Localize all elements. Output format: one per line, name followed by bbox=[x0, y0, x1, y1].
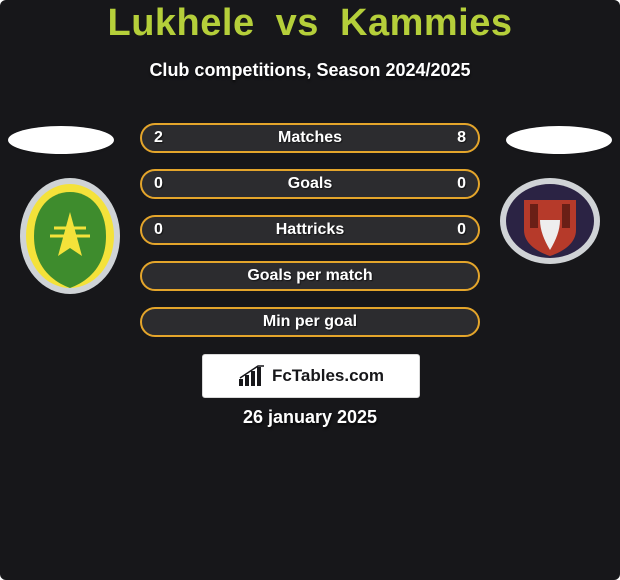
fctables-label: FcTables.com bbox=[272, 366, 384, 386]
stat-row-goals-per-match: Goals per match bbox=[140, 261, 480, 291]
stat-row-matches: 2 Matches 8 bbox=[140, 123, 480, 153]
stat-value-right: 0 bbox=[457, 217, 466, 243]
shield-icon bbox=[20, 178, 120, 294]
card-title: Lukhele vs Kammies bbox=[0, 2, 620, 45]
stat-value-left: 0 bbox=[154, 171, 163, 197]
player1-club-badge bbox=[20, 178, 120, 294]
stat-value-left: 2 bbox=[154, 125, 163, 151]
stat-value-left: 0 bbox=[154, 217, 163, 243]
stat-value-right: 0 bbox=[457, 171, 466, 197]
stat-row-hattricks: 0 Hattricks 0 bbox=[140, 215, 480, 245]
player1-name: Lukhele bbox=[108, 2, 255, 44]
stat-value-right: 8 bbox=[457, 125, 466, 151]
fctables-watermark[interactable]: FcTables.com bbox=[202, 354, 420, 398]
stat-label: Goals bbox=[288, 175, 332, 193]
player2-club-badge bbox=[500, 178, 600, 264]
card-date: 26 january 2025 bbox=[0, 407, 620, 428]
comparison-card: Lukhele vs Kammies Club competitions, Se… bbox=[0, 0, 620, 580]
stat-label: Min per goal bbox=[263, 313, 357, 331]
card-subtitle: Club competitions, Season 2024/2025 bbox=[0, 60, 620, 81]
stat-row-goals: 0 Goals 0 bbox=[140, 169, 480, 199]
bars-icon bbox=[238, 365, 266, 387]
stat-label: Hattricks bbox=[276, 221, 344, 239]
player2-photo bbox=[506, 126, 612, 154]
player2-name: Kammies bbox=[340, 2, 512, 44]
player1-photo bbox=[8, 126, 114, 154]
vs-label: vs bbox=[276, 2, 319, 44]
shield-icon bbox=[500, 178, 600, 264]
stat-label: Goals per match bbox=[247, 267, 372, 285]
stat-row-min-per-goal: Min per goal bbox=[140, 307, 480, 337]
stat-label: Matches bbox=[278, 129, 342, 147]
